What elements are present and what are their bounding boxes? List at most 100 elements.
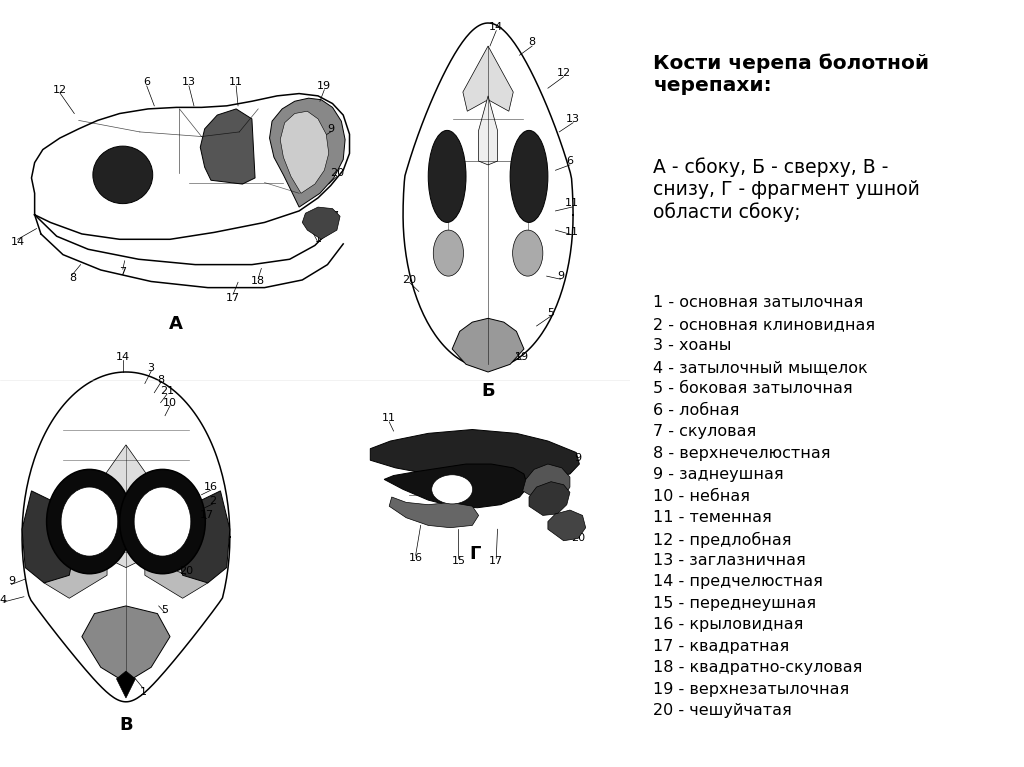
Ellipse shape xyxy=(513,230,543,276)
Text: А - сбоку, Б - сверху, В -
снизу, Г - фрагмент ушной
области сбоку;: А - сбоку, Б - сверху, В - снизу, Г - фр… xyxy=(653,157,921,222)
Text: 20: 20 xyxy=(402,275,417,285)
Text: 1: 1 xyxy=(140,686,147,697)
Text: 16: 16 xyxy=(204,482,218,492)
Ellipse shape xyxy=(93,146,153,204)
Text: А: А xyxy=(169,314,183,333)
Text: 9 - заднеушная: 9 - заднеушная xyxy=(653,467,784,482)
Text: 14 - предчелюстная: 14 - предчелюстная xyxy=(653,574,823,590)
Text: 14: 14 xyxy=(116,351,130,362)
Text: 9: 9 xyxy=(557,271,564,281)
Text: 19: 19 xyxy=(514,351,528,362)
Text: 1 - основная затылочная: 1 - основная затылочная xyxy=(653,295,863,311)
Ellipse shape xyxy=(432,475,473,504)
Polygon shape xyxy=(176,491,229,583)
Text: 10: 10 xyxy=(163,397,177,408)
Text: 5: 5 xyxy=(548,308,555,318)
Text: 20: 20 xyxy=(179,566,193,577)
Text: 11: 11 xyxy=(565,226,579,237)
Text: 14: 14 xyxy=(10,236,25,247)
Text: 17: 17 xyxy=(200,510,214,521)
Text: Б: Б xyxy=(481,382,495,400)
Text: 17: 17 xyxy=(226,292,240,303)
Text: 18: 18 xyxy=(251,276,265,287)
Text: 6: 6 xyxy=(143,77,151,87)
Polygon shape xyxy=(384,464,527,508)
Text: 9: 9 xyxy=(327,123,334,134)
Text: 6: 6 xyxy=(566,156,573,166)
Text: 2 - основная клиновидная: 2 - основная клиновидная xyxy=(653,317,876,332)
Ellipse shape xyxy=(510,130,548,222)
Text: 21: 21 xyxy=(160,386,174,397)
Text: 17: 17 xyxy=(326,211,340,222)
Text: 11: 11 xyxy=(382,413,396,423)
Text: 16: 16 xyxy=(409,553,423,564)
Polygon shape xyxy=(529,482,570,515)
Text: 15: 15 xyxy=(452,556,466,567)
Text: 11: 11 xyxy=(565,198,579,209)
Polygon shape xyxy=(281,111,329,193)
Text: 16 - крыловидная: 16 - крыловидная xyxy=(653,617,804,633)
Text: 2: 2 xyxy=(209,495,216,506)
Circle shape xyxy=(120,469,205,574)
Text: 20: 20 xyxy=(571,533,585,544)
Circle shape xyxy=(47,469,132,574)
Text: 20: 20 xyxy=(330,167,344,178)
Circle shape xyxy=(61,487,118,556)
Polygon shape xyxy=(463,46,513,111)
Text: 8 - верхнечелюстная: 8 - верхнечелюстная xyxy=(653,446,830,461)
Polygon shape xyxy=(269,98,345,207)
Polygon shape xyxy=(478,96,498,165)
Polygon shape xyxy=(453,318,524,372)
Text: 11 - теменная: 11 - теменная xyxy=(653,510,772,525)
Text: 9: 9 xyxy=(574,453,582,463)
Polygon shape xyxy=(88,445,164,568)
Text: 11: 11 xyxy=(229,77,243,87)
Text: 12: 12 xyxy=(53,84,67,95)
Polygon shape xyxy=(389,497,478,528)
Polygon shape xyxy=(82,606,170,683)
Text: 12: 12 xyxy=(557,67,570,78)
Text: 4 - затылочный мыщелок: 4 - затылочный мыщелок xyxy=(653,360,868,375)
Ellipse shape xyxy=(428,130,466,222)
Polygon shape xyxy=(522,464,570,502)
Text: 17 - квадратная: 17 - квадратная xyxy=(653,639,790,654)
Text: 10 - небная: 10 - небная xyxy=(653,489,751,504)
Text: 3 - хоаны: 3 - хоаны xyxy=(653,338,732,354)
Polygon shape xyxy=(38,506,108,598)
Text: 7 - скуловая: 7 - скуловая xyxy=(653,424,757,439)
Text: В: В xyxy=(119,716,133,734)
Text: 19 - верхнезатылочная: 19 - верхнезатылочная xyxy=(653,682,850,697)
Text: 9: 9 xyxy=(8,576,15,587)
Text: 17: 17 xyxy=(489,556,504,567)
Text: 7: 7 xyxy=(119,267,126,278)
Text: 13: 13 xyxy=(182,77,196,87)
Text: 20 - чешуйчатая: 20 - чешуйчатая xyxy=(653,703,793,719)
Text: 8: 8 xyxy=(157,374,164,385)
Text: 13 - заглазничная: 13 - заглазничная xyxy=(653,553,806,568)
Text: 8: 8 xyxy=(69,272,76,283)
Text: 12 - предлобная: 12 - предлобная xyxy=(653,532,792,548)
Text: 4: 4 xyxy=(0,594,7,605)
Text: 13: 13 xyxy=(566,114,580,124)
Polygon shape xyxy=(23,491,76,583)
Text: 19: 19 xyxy=(317,81,332,91)
Circle shape xyxy=(134,487,190,556)
Text: 5 - боковая затылочная: 5 - боковая затылочная xyxy=(653,381,853,397)
Text: 14: 14 xyxy=(489,21,504,32)
Polygon shape xyxy=(548,510,586,541)
Text: Кости черепа болотной
черепахи:: Кости черепа болотной черепахи: xyxy=(653,54,930,95)
Polygon shape xyxy=(371,430,580,479)
Polygon shape xyxy=(201,109,255,184)
Text: 6 - лобная: 6 - лобная xyxy=(653,403,739,418)
Text: Г: Г xyxy=(470,545,481,563)
Text: 1: 1 xyxy=(314,234,322,245)
Text: 3: 3 xyxy=(147,363,155,374)
Polygon shape xyxy=(117,671,135,698)
Polygon shape xyxy=(144,506,214,598)
Text: 5: 5 xyxy=(162,604,169,615)
Text: 8: 8 xyxy=(528,37,536,48)
Text: 15 - переднеушная: 15 - переднеушная xyxy=(653,596,816,611)
Ellipse shape xyxy=(433,230,464,276)
Text: 18 - квадратно-скуловая: 18 - квадратно-скуловая xyxy=(653,660,863,676)
Polygon shape xyxy=(302,207,340,239)
